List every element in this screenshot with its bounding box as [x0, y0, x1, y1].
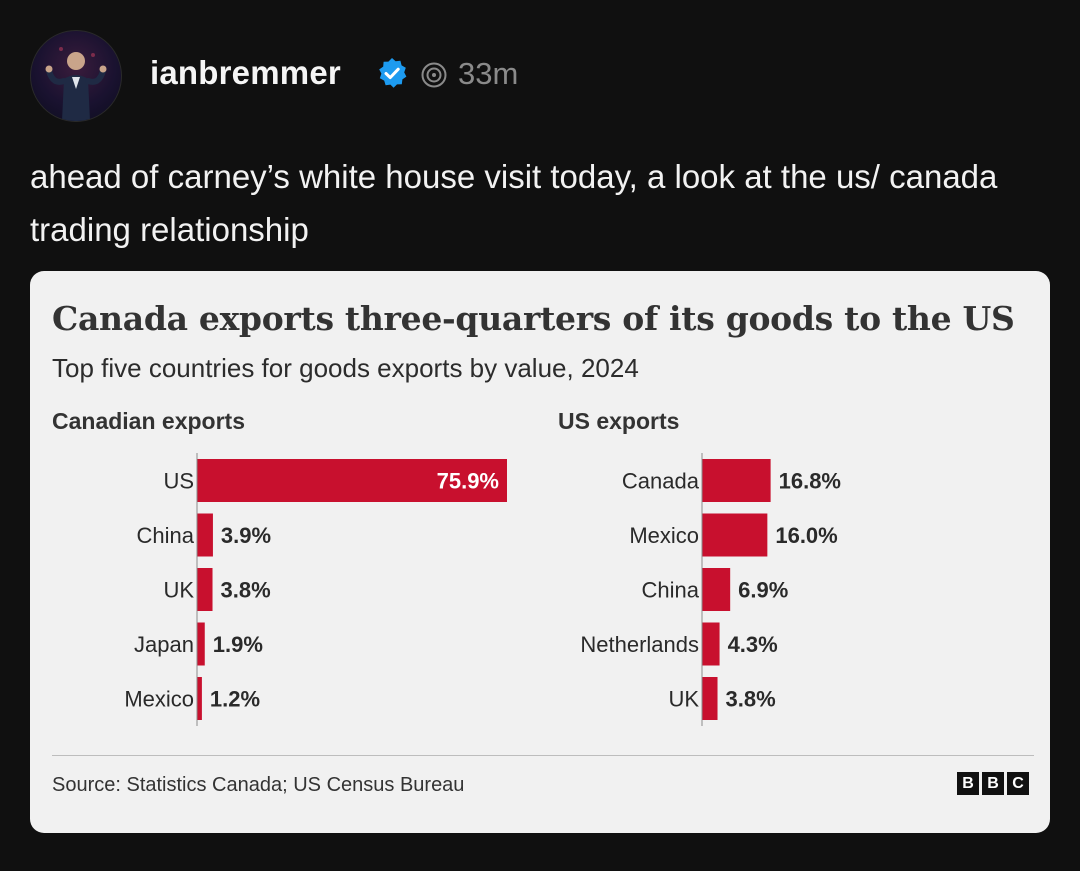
threads-icon [421, 62, 447, 88]
post-text: ahead of carney’s white house visit toda… [30, 158, 998, 248]
bar [197, 459, 507, 502]
verified-badge-icon [379, 58, 407, 88]
category-label: Canada [622, 469, 700, 494]
bar [702, 513, 768, 557]
data-label: 3.8% [726, 687, 776, 712]
chart-card[interactable]: Canada exports three-quarters of its goo… [30, 271, 1050, 833]
category-label: Netherlands [580, 632, 699, 657]
data-label: 3.9% [221, 523, 271, 548]
bar-charts: US 75.9% China 3.9% UK 3.8% Japan 1.9% Mexico 1.2… [124, 453, 841, 726]
chart-subtitle: Top five countries for goods exports by … [52, 353, 639, 383]
category-label: Mexico [124, 687, 194, 712]
category-label: UK [163, 578, 194, 603]
person-silhouette-icon [45, 47, 107, 121]
source-note: Source: Statistics Canada; US Census Bur… [52, 774, 465, 796]
data-label: 3.8% [221, 578, 271, 603]
category-label: China [137, 523, 195, 548]
bar [197, 677, 202, 720]
bar [702, 622, 720, 666]
data-label: 1.2% [210, 687, 260, 712]
bbc-logo: B B C [957, 772, 1029, 795]
logo-letter: B [957, 772, 979, 795]
bar [197, 568, 213, 611]
data-label: 1.9% [213, 632, 263, 657]
category-label: Japan [134, 632, 194, 657]
us-exports-title: US exports [558, 408, 680, 434]
bar [197, 622, 205, 666]
category-label: China [642, 578, 700, 603]
avatar[interactable] [30, 30, 122, 122]
category-label: UK [668, 687, 699, 712]
username[interactable]: ianbremmer [150, 54, 341, 91]
bar [702, 677, 718, 720]
data-label: 75.9% [437, 469, 499, 494]
timestamp: 33m [458, 56, 519, 91]
chart-title: Canada exports three-quarters of its goo… [52, 299, 1015, 338]
logo-letter: C [1007, 772, 1029, 795]
logo-letter: B [982, 772, 1004, 795]
data-label: 6.9% [738, 578, 788, 603]
post-header: ianbremmer 33m [30, 30, 1050, 122]
category-label: US [163, 469, 194, 494]
canadian-exports-title: Canadian exports [52, 408, 245, 434]
divider [52, 755, 1034, 756]
bar [702, 459, 771, 502]
bar [197, 513, 213, 557]
data-label: 16.8% [779, 469, 841, 494]
data-label: 4.3% [728, 632, 778, 657]
data-label: 16.0% [775, 523, 837, 548]
bar [702, 568, 731, 611]
category-label: Mexico [629, 523, 699, 548]
